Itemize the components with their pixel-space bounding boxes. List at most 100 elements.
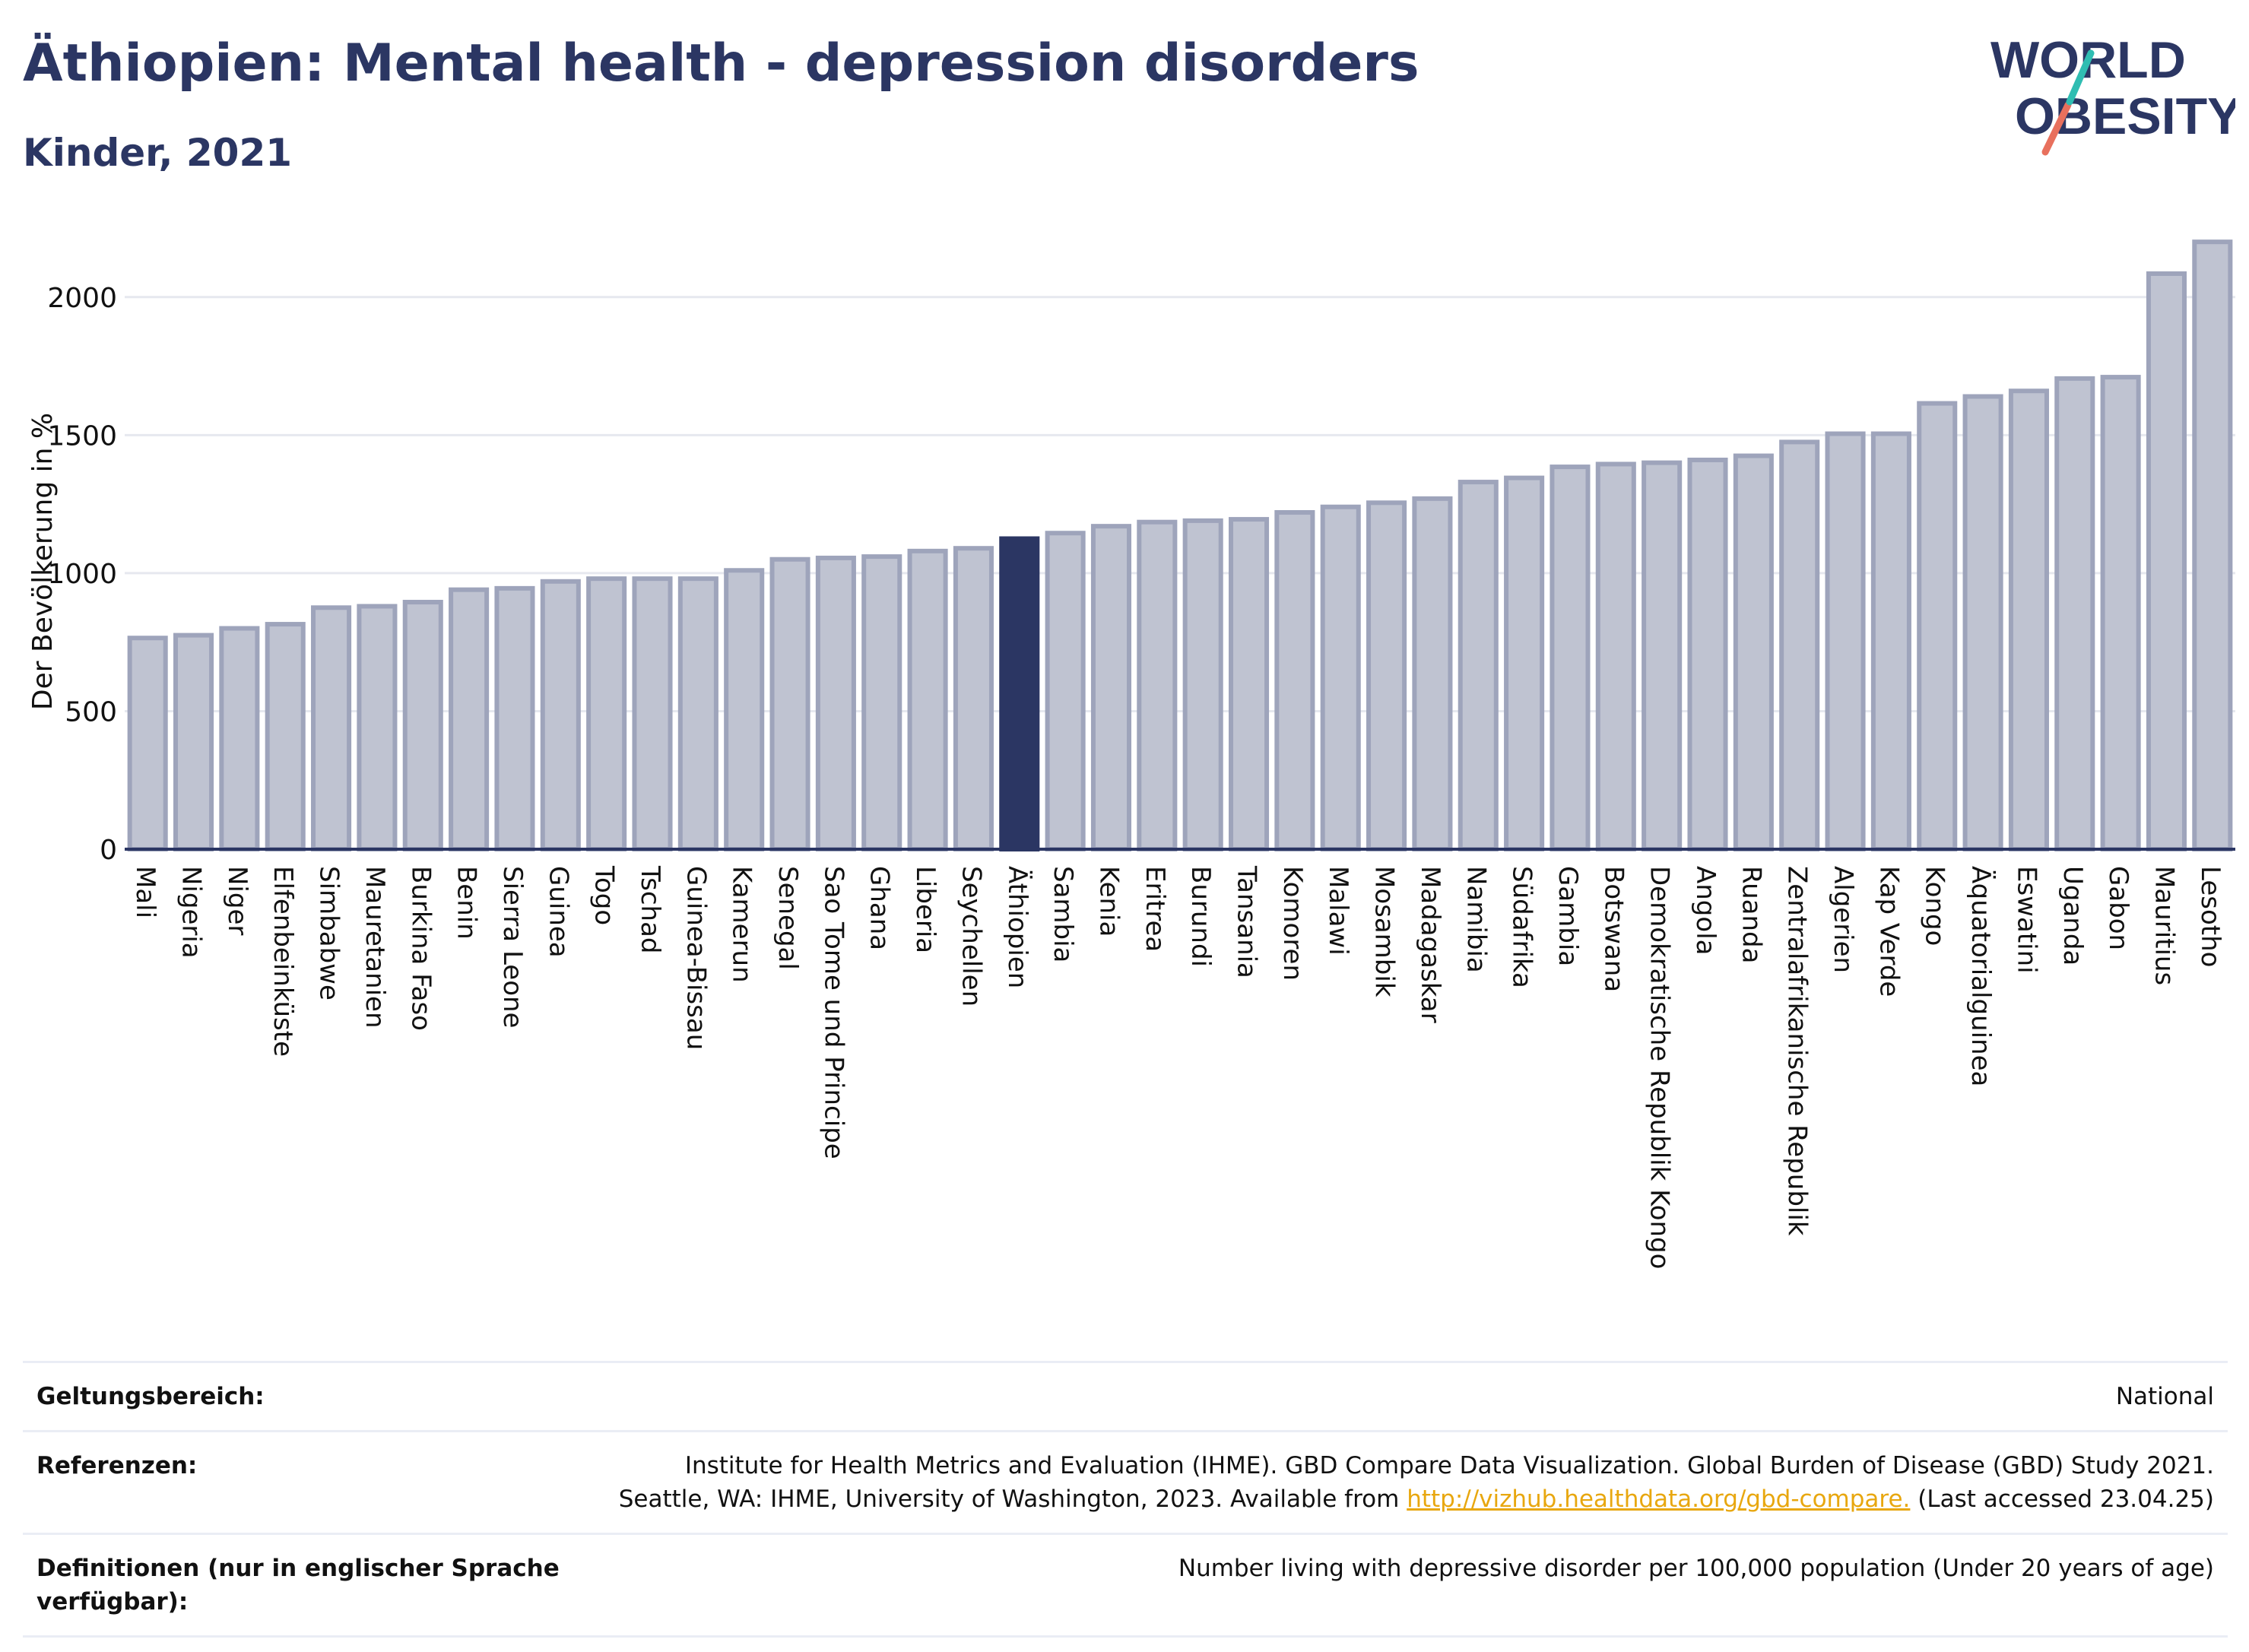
bar bbox=[1274, 510, 1315, 851]
bar bbox=[1412, 496, 1453, 851]
x-tick-label: Gabon bbox=[2103, 866, 2133, 950]
info-row-references: Referenzen: Institute for Health Metrics… bbox=[23, 1430, 2228, 1533]
bar bbox=[586, 576, 627, 851]
bar bbox=[2008, 388, 2049, 851]
x-tick-label: Mosambik bbox=[1369, 866, 1400, 997]
info-table: Geltungsbereich: National Referenzen: In… bbox=[23, 1361, 2228, 1638]
bar bbox=[1733, 453, 1774, 851]
bar bbox=[127, 636, 168, 851]
bar bbox=[1642, 460, 1683, 852]
bar bbox=[173, 633, 214, 851]
bar bbox=[540, 579, 581, 851]
info-row-scope: Geltungsbereich: National bbox=[23, 1361, 2228, 1430]
bar-chart: Mali Nigeria Niger Elfenbeinküste Simbabwe Ma… bbox=[27, 239, 2235, 1269]
y-tick-label: 2000 bbox=[47, 283, 117, 314]
bar bbox=[953, 546, 994, 851]
x-tick-label: Madagaskar bbox=[1415, 866, 1445, 1023]
x-tick-label: Tansania bbox=[1232, 865, 1262, 978]
x-tick-label: Tschad bbox=[635, 865, 665, 954]
bar bbox=[402, 600, 443, 851]
x-tick-label: Uganda bbox=[2057, 866, 2088, 966]
bar bbox=[1550, 465, 1591, 851]
x-tick-label: Botswana bbox=[1598, 866, 1629, 992]
bars bbox=[127, 239, 2233, 852]
definitions-label: Definitionen (nur in englischer Sprache … bbox=[36, 1555, 560, 1616]
bar bbox=[2100, 375, 2141, 851]
references-label: Referenzen: bbox=[36, 1452, 198, 1479]
x-tick-label: Simbabwe bbox=[314, 866, 344, 1000]
bar bbox=[1687, 458, 1728, 851]
x-tick-label: Südafrika bbox=[1507, 866, 1537, 988]
y-tick-label: 1000 bbox=[47, 559, 117, 590]
x-tick-label: Eswatini bbox=[2011, 866, 2041, 974]
x-tick-label: Kamerun bbox=[727, 866, 757, 983]
bar bbox=[1137, 519, 1178, 851]
bar bbox=[357, 604, 398, 851]
references-line1: Institute for Health Metrics and Evaluat… bbox=[684, 1452, 2214, 1479]
bar bbox=[1228, 517, 1270, 851]
y-tick-label: 500 bbox=[65, 696, 117, 728]
scope-label: Geltungsbereich: bbox=[36, 1383, 265, 1410]
x-tick-label: Mauretanien bbox=[360, 866, 390, 1029]
x-tick-label: Lesotho bbox=[2195, 866, 2225, 967]
info-row-definitions: Definitionen (nur in englischer Sprache … bbox=[23, 1533, 2228, 1638]
x-tick-label: Niger bbox=[222, 866, 252, 935]
x-tick-label: Liberia bbox=[910, 866, 941, 953]
bar bbox=[1825, 431, 1866, 851]
bar bbox=[1320, 504, 1361, 852]
x-tick-label: Seychellen bbox=[956, 866, 986, 1007]
references-line2-prefix: Seattle, WA: IHME, University of Washing… bbox=[618, 1486, 1407, 1513]
bar bbox=[2146, 271, 2187, 851]
x-tick-label: Guinea-Bissau bbox=[680, 866, 711, 1050]
x-tick-label: Sierra Leone bbox=[497, 866, 528, 1028]
x-tick-label: Malawi bbox=[1323, 866, 1353, 956]
x-tick-label: Mauritius bbox=[2149, 866, 2179, 985]
references-line2: Seattle, WA: IHME, University of Washing… bbox=[569, 1482, 2214, 1516]
x-tick-label: Mali bbox=[130, 866, 160, 918]
y-tick-label: 0 bbox=[100, 835, 117, 866]
x-tick-label: Sao Tome und Principe bbox=[818, 866, 849, 1159]
x-tick-label: Kongo bbox=[1920, 866, 1950, 946]
x-tick-label: Algerien bbox=[1828, 866, 1858, 973]
bar bbox=[1504, 475, 1545, 851]
bar bbox=[999, 536, 1040, 851]
x-tick-label: Namibia bbox=[1461, 866, 1491, 973]
bar bbox=[449, 587, 490, 851]
bar bbox=[907, 548, 948, 852]
bar bbox=[2192, 239, 2233, 851]
bar bbox=[1366, 500, 1407, 851]
scope-value: National bbox=[2115, 1383, 2214, 1410]
x-tick-label: Demokratische Republik Kongo bbox=[1645, 866, 1675, 1269]
x-tick-label: Kenia bbox=[1093, 866, 1124, 937]
bar bbox=[632, 576, 673, 851]
bar bbox=[1917, 401, 1958, 851]
x-tick-label: Komoren bbox=[1277, 866, 1308, 981]
x-tick-label: Guinea bbox=[543, 866, 573, 958]
bar bbox=[1182, 518, 1223, 851]
x-tick-label: Burkina Faso bbox=[405, 866, 436, 1031]
world-obesity-logo: WORLD OBESITY bbox=[1990, 31, 2235, 156]
references-link[interactable]: http://vizhub.healthdata.org/gbd-compare… bbox=[1407, 1486, 1911, 1513]
x-tick-label: Benin bbox=[452, 866, 482, 940]
bar bbox=[724, 568, 765, 851]
page-title: Äthiopien: Mental health - depression di… bbox=[23, 33, 1420, 94]
bar bbox=[311, 605, 352, 851]
page-subtitle: Kinder, 2021 bbox=[23, 131, 293, 175]
x-tick-label: Sambia bbox=[1048, 866, 1078, 962]
bar bbox=[265, 622, 306, 851]
x-tick-label: Angola bbox=[1690, 866, 1721, 955]
y-axis-label: Der Bevölkerung in % bbox=[27, 413, 59, 710]
x-tick-label: Elfenbeinküste bbox=[268, 866, 298, 1057]
x-tick-label: Eritrea bbox=[1140, 866, 1170, 952]
bar bbox=[1870, 431, 1911, 851]
x-tick-label: Togo bbox=[589, 865, 620, 925]
bar bbox=[1090, 524, 1132, 851]
bar bbox=[1458, 480, 1499, 851]
x-tick-label: Senegal bbox=[772, 866, 803, 970]
x-tick-label: Ruanda bbox=[1736, 866, 1766, 963]
definitions-value: Number living with depressive disorder p… bbox=[1178, 1555, 2214, 1582]
bar bbox=[494, 585, 535, 851]
bar bbox=[219, 626, 260, 851]
references-value: Institute for Health Metrics and Evaluat… bbox=[569, 1449, 2214, 1516]
x-tick-label: Zentralafrikanische Republik bbox=[1782, 866, 1813, 1236]
